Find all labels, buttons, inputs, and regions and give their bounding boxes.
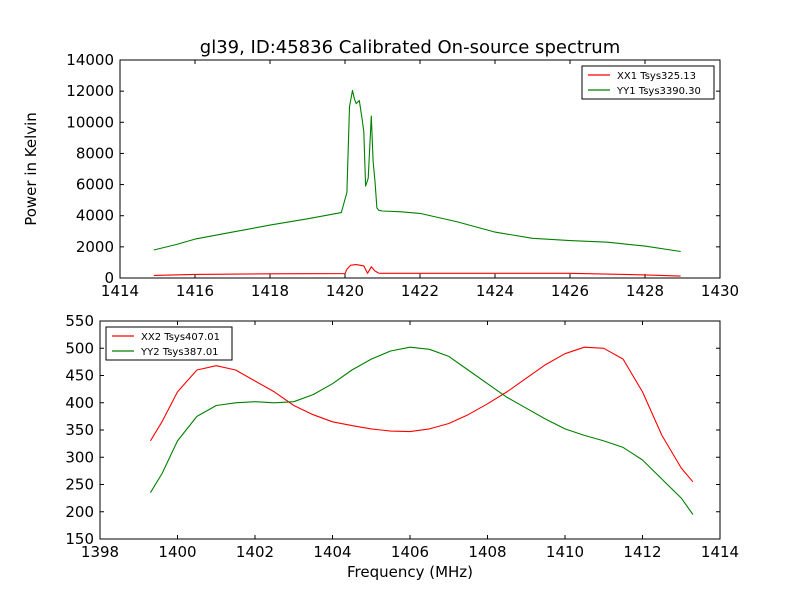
top-series-lines: [153, 89, 681, 277]
top-y-axis-label: Power in Kelvin: [22, 112, 40, 226]
top-y-tick-label: 2000: [76, 238, 114, 256]
bottom-y-tick-label: 150: [65, 530, 94, 548]
top-x-tick-label: 1416: [176, 282, 214, 300]
top-y-tick-label: 0: [104, 269, 114, 287]
bottom-series-line-1: [149, 346, 694, 515]
chart-title: gl39, ID:45836 Calibrated On-source spec…: [200, 37, 620, 58]
top-x-tick-label: 1430: [701, 282, 739, 300]
bottom-panel: 1398 1400 1402 1404 1406 1408 1410 1412 1414 150 2…: [65, 312, 739, 581]
bottom-y-tick-label: 400: [65, 394, 94, 412]
top-y-tick-label: 14000: [66, 51, 114, 69]
bottom-x-tick-label: 1398: [81, 543, 119, 561]
top-legend: XX1 Tsys325.13 YY1 Tsys3390.30: [581, 65, 715, 100]
bottom-y-tick-label: 200: [65, 503, 94, 521]
bottom-legend-label-0: XX2 Tsys407.01: [141, 332, 220, 343]
top-x-tick-label: 1424: [476, 282, 514, 300]
top-series-line-0: [153, 264, 681, 277]
bottom-y-tick-label: 300: [65, 448, 94, 466]
top-x-tick-label: 1428: [626, 282, 664, 300]
bottom-series-line-0: [149, 346, 694, 483]
bottom-x-tick-label: 1414: [701, 543, 739, 561]
bottom-legend-box: [105, 326, 233, 361]
top-x-tick-label: 1422: [401, 282, 439, 300]
bottom-y-tick-label: 450: [65, 367, 94, 385]
top-ticks: 1414 1416 1418 1420 1422 1424 1426 1428 1430 0 200…: [66, 51, 739, 300]
top-legend-label-1: YY1 Tsys3390.30: [616, 86, 701, 97]
bottom-ticks: 1398 1400 1402 1404 1406 1408 1410 1412 1414 150 2…: [65, 312, 739, 561]
top-y-tick-label: 6000: [76, 176, 114, 194]
bottom-legend: XX2 Tsys407.01 YY2 Tsys387.01: [105, 326, 233, 361]
bottom-x-tick-label: 1402: [236, 543, 274, 561]
top-y-tick-label: 8000: [76, 144, 114, 162]
top-panel: 1414 1416 1418 1420 1422 1424 1426 1428 1430 0 200…: [22, 51, 739, 300]
top-x-tick-label: 1418: [251, 282, 289, 300]
bottom-y-tick-label: 250: [65, 476, 94, 494]
top-legend-label-0: XX1 Tsys325.13: [617, 71, 696, 82]
bottom-x-tick-label: 1410: [546, 543, 584, 561]
top-y-tick-label: 10000: [66, 113, 114, 131]
bottom-x-tick-label: 1412: [623, 543, 661, 561]
bottom-x-tick-label: 1408: [468, 543, 506, 561]
top-x-tick-label: 1414: [101, 282, 139, 300]
bottom-y-tick-label: 550: [65, 312, 94, 330]
top-y-tick-label: 12000: [66, 82, 114, 100]
bottom-x-tick-label: 1404: [313, 543, 351, 561]
top-y-tick-label: 4000: [76, 207, 114, 225]
bottom-y-tick-label: 500: [65, 339, 94, 357]
top-x-tick-label: 1426: [551, 282, 589, 300]
bottom-x-tick-label: 1400: [158, 543, 196, 561]
bottom-legend-label-1: YY2 Tsys387.01: [140, 347, 219, 358]
top-legend-box: [581, 65, 715, 100]
top-x-tick-label: 1420: [326, 282, 364, 300]
bottom-x-tick-label: 1406: [391, 543, 429, 561]
top-series-line-1: [153, 89, 681, 253]
bottom-series-lines: [149, 346, 694, 515]
bottom-y-tick-label: 350: [65, 421, 94, 439]
bottom-x-axis-label: Frequency (MHz): [347, 563, 473, 581]
